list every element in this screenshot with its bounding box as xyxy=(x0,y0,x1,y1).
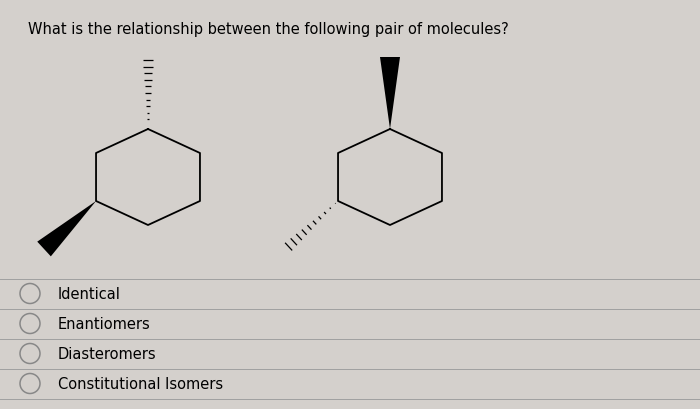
Circle shape xyxy=(20,344,40,364)
Text: Diasteromers: Diasteromers xyxy=(58,346,157,361)
Circle shape xyxy=(20,373,40,393)
Polygon shape xyxy=(380,58,400,130)
Circle shape xyxy=(20,314,40,334)
Text: What is the relationship between the following pair of molecules?: What is the relationship between the fol… xyxy=(28,22,509,37)
Text: Identical: Identical xyxy=(58,286,121,301)
Polygon shape xyxy=(37,202,96,257)
Text: Enantiomers: Enantiomers xyxy=(58,316,150,331)
Circle shape xyxy=(20,284,40,304)
Text: Constitutional Isomers: Constitutional Isomers xyxy=(58,376,223,391)
